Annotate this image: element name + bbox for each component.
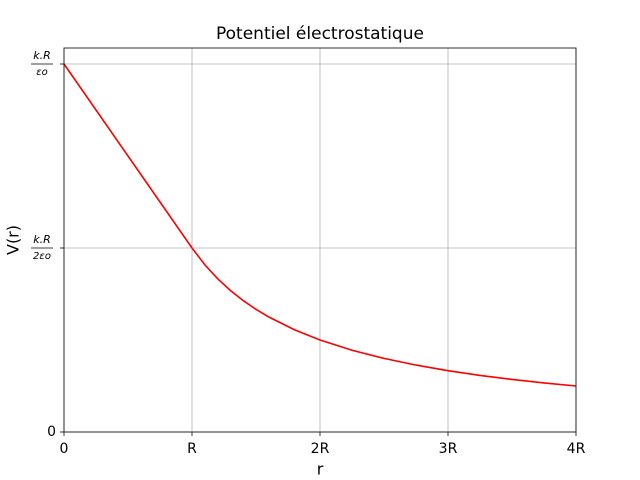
x-axis-label: r [317,460,324,479]
x-tick-label: 2R [311,441,330,457]
y-tick-label: 0 [47,424,56,440]
y-axis-label: V(r) [4,225,23,255]
y-tick-label-numerator: k.R [33,49,51,62]
data-line [63,63,577,387]
y-tick-label-numerator: k.R [33,233,51,246]
y-tick-label-denominator: εo [36,67,48,78]
x-tick-label: 4R [567,441,586,457]
x-tick-label: 0 [60,441,69,457]
x-tick-label: 3R [439,441,458,457]
plot-frame [63,47,577,433]
y-tick-label-denominator: 2εo [33,251,51,262]
x-tick-label: R [187,441,197,457]
chart-title: Potentiel électrostatique [216,24,424,44]
